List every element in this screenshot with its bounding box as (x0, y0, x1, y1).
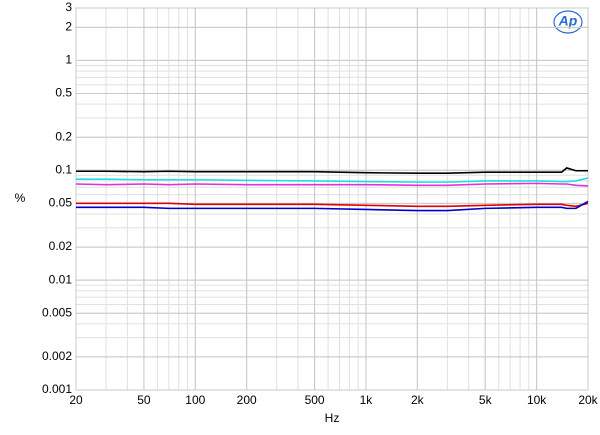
y-tick-label: 2 (65, 20, 72, 34)
x-axis-label: Hz (325, 411, 340, 425)
x-tick-label: 2k (411, 393, 425, 407)
x-tick-label: 20 (69, 393, 83, 407)
x-tick-label: 200 (237, 393, 257, 407)
y-axis-label: % (15, 191, 26, 205)
x-tick-label: 5k (479, 393, 493, 407)
logo-text: Ap (558, 13, 578, 29)
x-tick-label: 50 (137, 393, 151, 407)
y-tick-label: 0.001 (42, 382, 72, 396)
data-line (75, 182, 589, 187)
x-tick-label: 500 (305, 393, 325, 407)
data-line (76, 200, 589, 212)
data-line (76, 167, 588, 175)
data-line (76, 177, 589, 183)
x-tick-label: 1k (360, 393, 374, 407)
data-line (76, 202, 589, 208)
y-tick-label: 0.01 (49, 272, 73, 286)
logo-ring (553, 10, 583, 34)
y-tick-label: 0.005 (42, 305, 72, 319)
logo: Ap (553, 10, 583, 34)
y-tick-label: 0.1 (55, 162, 72, 176)
x-tick-label: 20k (578, 393, 598, 407)
y-tick-label: 1 (65, 53, 72, 67)
x-tick-label: 10k (527, 393, 547, 407)
y-tick-label: 0.002 (42, 349, 72, 363)
y-tick-label: 0.2 (55, 129, 72, 143)
plot-area (75, 7, 589, 391)
x-tick-label: 100 (185, 393, 205, 407)
y-tick-label: 3 (65, 0, 72, 14)
y-tick-label: 0.05 (49, 196, 73, 210)
y-tick-label: 0.5 (55, 86, 72, 100)
y-tick-label: 0.02 (49, 239, 73, 253)
